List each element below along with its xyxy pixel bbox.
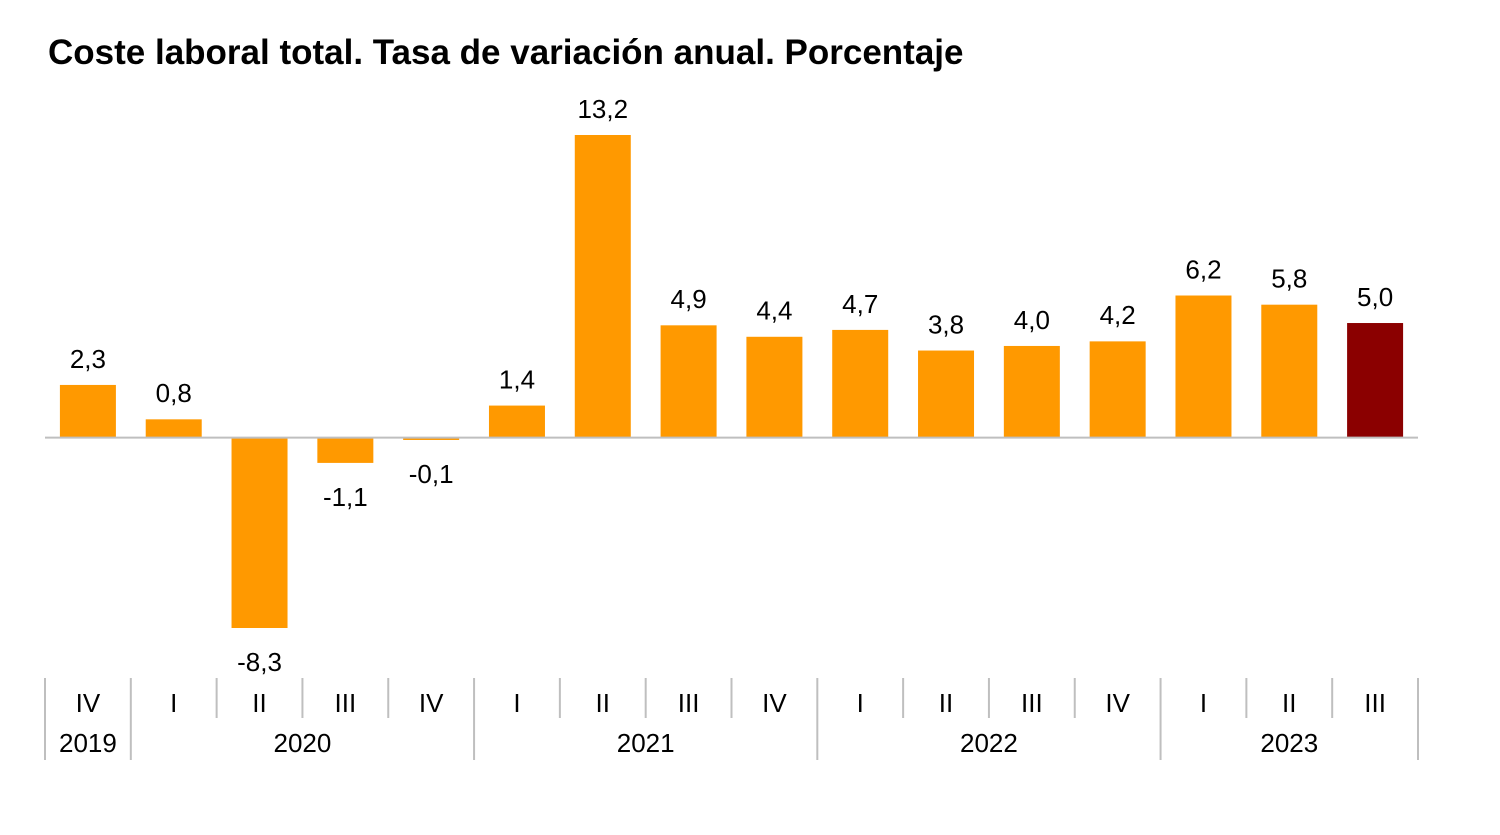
group-label: 2021 <box>617 728 675 758</box>
x-tick-label: IV <box>76 688 101 718</box>
x-tick-label: II <box>939 688 953 718</box>
x-tick-label: III <box>335 688 357 718</box>
value-label: 5,8 <box>1271 264 1307 294</box>
value-label: 3,8 <box>928 309 964 339</box>
x-tick-label: III <box>1021 688 1043 718</box>
group-label: 2019 <box>59 728 117 758</box>
value-label: -8,3 <box>237 647 282 677</box>
bar <box>145 419 202 438</box>
bar <box>231 437 288 628</box>
bar <box>403 437 460 440</box>
bar <box>1089 341 1146 438</box>
value-label: 5,0 <box>1357 282 1393 312</box>
chart-title: Coste laboral total. Tasa de variación a… <box>48 33 964 72</box>
x-tick-label: I <box>857 688 864 718</box>
bar <box>1261 304 1318 438</box>
bar <box>59 384 116 438</box>
x-tick-label: IV <box>1105 688 1130 718</box>
group-label: 2023 <box>1260 728 1318 758</box>
x-tick-label: IV <box>419 688 444 718</box>
x-tick-label: III <box>678 688 700 718</box>
bar <box>317 437 374 463</box>
value-label: 6,2 <box>1185 254 1221 284</box>
group-label: 2020 <box>274 728 332 758</box>
x-tick-label: IV <box>762 688 787 718</box>
x-tick-label: II <box>252 688 266 718</box>
value-label: 2,3 <box>70 344 106 374</box>
value-label: 1,4 <box>499 364 535 394</box>
bar <box>574 135 631 438</box>
bar <box>832 329 889 438</box>
x-tick-label: III <box>1364 688 1386 718</box>
x-tick-label: II <box>1282 688 1296 718</box>
value-label: 13,2 <box>577 94 628 124</box>
value-label: -1,1 <box>323 482 368 512</box>
value-label: 4,4 <box>756 296 792 326</box>
bar <box>918 350 975 438</box>
bar <box>488 405 545 438</box>
bar <box>746 336 803 438</box>
value-label: 4,2 <box>1100 300 1136 330</box>
group-label: 2022 <box>960 728 1018 758</box>
bar <box>1003 345 1060 438</box>
x-tick-label: I <box>513 688 520 718</box>
bar <box>660 325 717 438</box>
x-tick-label: I <box>170 688 177 718</box>
value-label: 4,0 <box>1014 305 1050 335</box>
bar <box>1175 295 1232 438</box>
value-label: 0,8 <box>156 378 192 408</box>
x-tick-label: II <box>596 688 610 718</box>
value-label: 4,9 <box>671 284 707 314</box>
bar <box>1347 323 1404 438</box>
value-label: -0,1 <box>409 459 454 489</box>
value-label: 4,7 <box>842 289 878 319</box>
x-tick-label: I <box>1200 688 1207 718</box>
